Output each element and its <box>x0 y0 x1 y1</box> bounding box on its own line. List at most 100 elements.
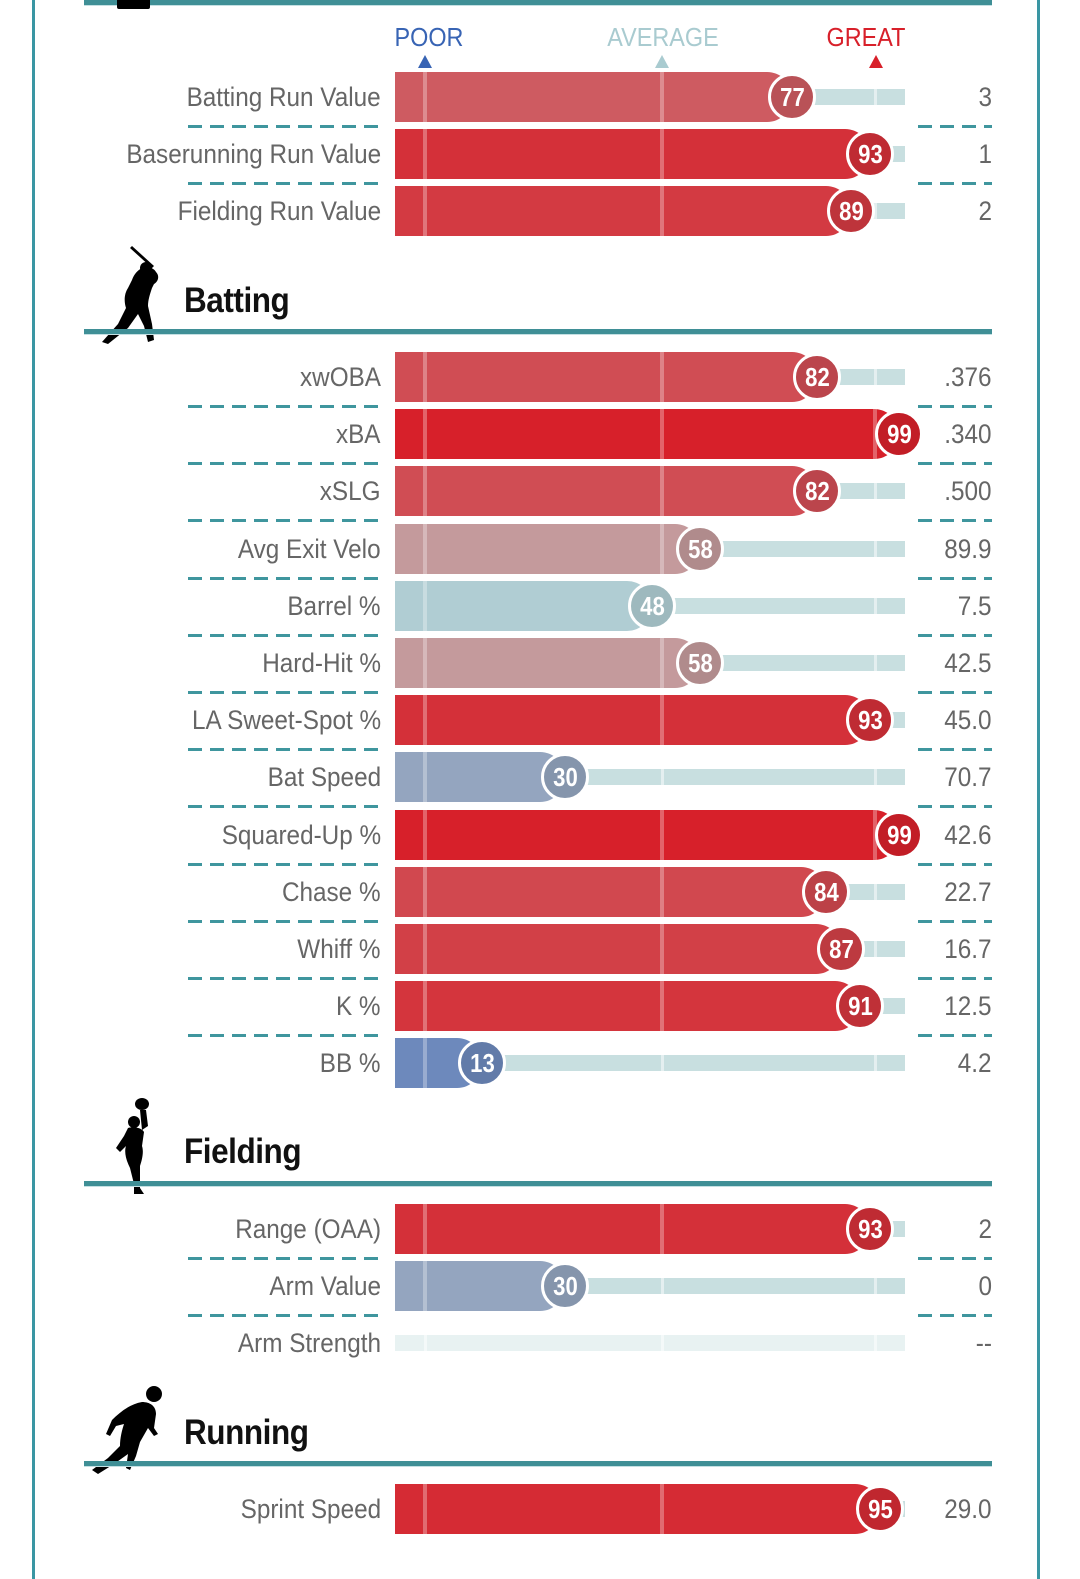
value-silhouette-icon <box>117 0 150 9</box>
metric-label: Arm Value <box>269 1271 381 1301</box>
reference-line <box>423 466 427 516</box>
metric-value: .500 <box>944 476 992 506</box>
reference-line <box>423 695 427 745</box>
remaining-track <box>700 541 905 557</box>
percentile-bar <box>395 129 870 179</box>
metric-row: Chase % 84 22.7 <box>0 867 1080 917</box>
section-title-fielding: Fielding <box>184 1132 302 1171</box>
track-tick <box>874 483 877 499</box>
track-tick <box>874 1278 877 1294</box>
reference-line <box>660 810 664 860</box>
percentile-value: 13 <box>469 1048 495 1078</box>
row-divider <box>188 634 381 637</box>
percentile-bar <box>395 1484 880 1534</box>
metric-row: xBA 99 .340 <box>0 409 1080 459</box>
metric-label: Arm Strength <box>237 1328 381 1358</box>
poor-arrow-icon <box>418 55 432 68</box>
percentile-badge: 93 <box>846 1205 894 1253</box>
row-divider <box>188 977 381 980</box>
track-tick <box>661 1335 664 1351</box>
section-rule-batting <box>84 329 992 334</box>
section-rule-top <box>84 0 992 5</box>
reference-line <box>660 524 664 574</box>
metric-value: 0 <box>978 1271 992 1301</box>
percentile-badge: 99 <box>875 811 923 859</box>
percentile-bar <box>395 981 860 1031</box>
reference-line <box>660 924 664 974</box>
reference-line <box>423 752 427 802</box>
metric-row: K % 91 12.5 <box>0 981 1080 1031</box>
row-divider <box>918 125 992 128</box>
section-title-batting: Batting <box>184 281 290 320</box>
row-divider <box>918 577 992 580</box>
row-divider <box>918 805 992 808</box>
metric-value: -- <box>975 1328 992 1358</box>
row-divider <box>918 182 992 185</box>
percentile-badge: 77 <box>768 73 816 121</box>
percentile-badge: 58 <box>676 639 724 687</box>
reference-line <box>423 981 427 1031</box>
row-divider <box>188 920 381 923</box>
percentile-badge: 30 <box>541 1262 589 1310</box>
reference-line <box>423 409 427 459</box>
reference-line <box>660 695 664 745</box>
metric-label: Chase % <box>282 877 381 907</box>
metric-label: Sprint Speed <box>240 1494 381 1524</box>
row-divider <box>918 977 992 980</box>
reference-line <box>660 129 664 179</box>
row-divider <box>188 519 381 522</box>
reference-line <box>660 1204 664 1254</box>
metric-label: LA Sweet-Spot % <box>191 705 381 735</box>
percentile-bar <box>395 581 652 631</box>
percentile-value: 58 <box>687 534 713 564</box>
scale-label-great: GREAT <box>826 22 906 52</box>
row-divider <box>188 805 381 808</box>
frame-left-border <box>32 0 35 1579</box>
percentile-value: 87 <box>828 934 854 964</box>
reference-line <box>423 867 427 917</box>
track-tick <box>424 1335 427 1351</box>
percentile-value: 84 <box>813 877 839 907</box>
section-rule-fielding <box>84 1181 992 1186</box>
row-divider <box>188 863 381 866</box>
track-tick <box>874 541 877 557</box>
percentile-badge: 30 <box>541 753 589 801</box>
metric-row: Arm Value 30 0 <box>0 1261 1080 1311</box>
great-arrow-icon <box>869 55 883 68</box>
reference-line <box>423 1261 427 1311</box>
reference-line <box>423 1204 427 1254</box>
metric-label: Hard-Hit % <box>262 648 381 678</box>
percentile-bar <box>395 752 565 802</box>
metric-value: 45.0 <box>944 705 992 735</box>
percentile-bar <box>395 524 700 574</box>
average-arrow-icon <box>655 55 669 68</box>
percentile-badge: 91 <box>836 982 884 1030</box>
track-tick <box>874 769 877 785</box>
remaining-track <box>565 769 905 785</box>
track-tick <box>874 1055 877 1071</box>
percentile-bar <box>395 638 700 688</box>
percentile-bar <box>395 695 870 745</box>
percentile-value: 93 <box>857 139 883 169</box>
percentile-badge: 58 <box>676 525 724 573</box>
percentile-value: 30 <box>552 762 578 792</box>
empty-track <box>395 1335 905 1351</box>
percentile-value: 48 <box>639 591 665 621</box>
metric-row: Fielding Run Value 89 2 <box>0 186 1080 236</box>
metric-value: 4.2 <box>958 1048 992 1078</box>
percentile-value: 91 <box>847 991 873 1021</box>
percentile-value: 99 <box>886 419 912 449</box>
row-divider <box>188 748 381 751</box>
metric-label: BB % <box>320 1048 381 1078</box>
percentile-badge: 87 <box>817 925 865 973</box>
metric-value: 16.7 <box>944 934 992 964</box>
reference-line <box>423 524 427 574</box>
track-tick <box>661 1055 664 1071</box>
reference-line <box>660 981 664 1031</box>
metric-label: Whiff % <box>297 934 381 964</box>
section-title-running: Running <box>184 1413 309 1452</box>
row-divider <box>918 1314 992 1317</box>
metric-row: Hard-Hit % 58 42.5 <box>0 638 1080 688</box>
scale-label-poor: POOR <box>394 22 464 52</box>
reference-line <box>423 1038 427 1088</box>
